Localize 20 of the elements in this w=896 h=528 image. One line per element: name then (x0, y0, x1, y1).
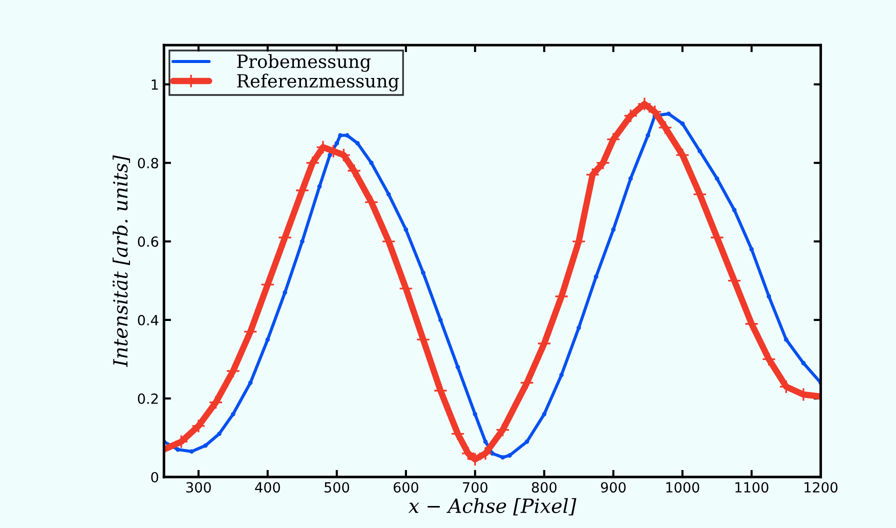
y-tick-label: 0.6 (138, 236, 158, 247)
x-tick-label: 1000 (666, 482, 700, 493)
legend-label: Referenzmessung (237, 74, 399, 92)
x-tick-label: 500 (324, 482, 350, 493)
x-tick-label: 600 (394, 482, 418, 493)
y-tick-label: 0.2 (138, 393, 158, 404)
y-tick-label: 0.8 (138, 158, 158, 168)
x-tick-label: 700 (462, 482, 488, 493)
x-tick-label: 400 (255, 482, 280, 493)
y-tick-label: 0.4 (138, 314, 158, 326)
y-tick-label: 0 (151, 472, 158, 482)
x-tick-label: 900 (600, 482, 626, 493)
x-tick-label: 1100 (735, 482, 768, 493)
x-tick-label: 800 (532, 482, 557, 493)
legend-label: Probemessung (237, 54, 371, 72)
x-tick-label: 300 (186, 482, 211, 493)
x-axis-title: x − Achse [Pixel] (408, 498, 576, 516)
y-tick-label: 1 (152, 80, 158, 90)
y-axis-title: Intensität [arb. units] (112, 155, 130, 368)
x-tick-label: 1200 (804, 482, 838, 493)
